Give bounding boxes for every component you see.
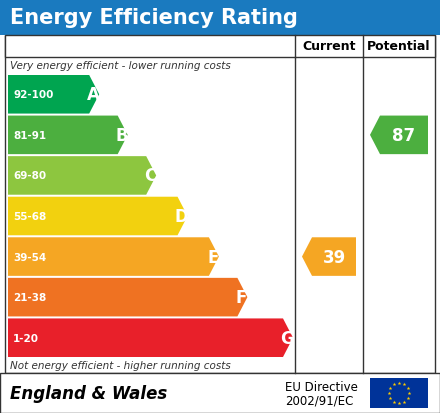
Text: G: G xyxy=(280,329,294,347)
Polygon shape xyxy=(8,278,247,317)
Text: 87: 87 xyxy=(392,126,415,145)
Polygon shape xyxy=(302,238,356,276)
Text: 55-68: 55-68 xyxy=(13,211,46,221)
Bar xyxy=(5,36,435,58)
Polygon shape xyxy=(8,238,219,276)
Text: Current: Current xyxy=(302,40,356,53)
Text: 81-91: 81-91 xyxy=(13,131,46,140)
Text: 69-80: 69-80 xyxy=(13,171,46,181)
Bar xyxy=(0,373,440,413)
Polygon shape xyxy=(8,157,156,195)
Text: 92-100: 92-100 xyxy=(13,90,53,100)
Text: 21-38: 21-38 xyxy=(13,292,46,302)
Text: A: A xyxy=(87,86,99,104)
Polygon shape xyxy=(8,197,187,236)
Text: Not energy efficient - higher running costs: Not energy efficient - higher running co… xyxy=(10,360,231,370)
Bar xyxy=(0,0,440,36)
Text: C: C xyxy=(144,167,156,185)
Text: 39-54: 39-54 xyxy=(13,252,46,262)
Text: 1-20: 1-20 xyxy=(13,333,39,343)
Text: England & Wales: England & Wales xyxy=(10,384,167,402)
Text: 2002/91/EC: 2002/91/EC xyxy=(285,394,353,406)
Bar xyxy=(5,36,435,373)
Text: B: B xyxy=(115,126,128,145)
Polygon shape xyxy=(8,116,128,155)
Text: D: D xyxy=(175,207,188,225)
Text: F: F xyxy=(236,288,247,306)
Text: Potential: Potential xyxy=(367,40,431,53)
Polygon shape xyxy=(8,319,293,357)
Bar xyxy=(370,378,428,408)
Text: 39: 39 xyxy=(323,248,346,266)
Polygon shape xyxy=(370,116,428,155)
Polygon shape xyxy=(8,76,99,114)
Text: EU Directive: EU Directive xyxy=(285,380,358,394)
Text: Very energy efficient - lower running costs: Very energy efficient - lower running co… xyxy=(10,61,231,71)
Text: E: E xyxy=(207,248,219,266)
Text: Energy Efficiency Rating: Energy Efficiency Rating xyxy=(10,8,298,28)
